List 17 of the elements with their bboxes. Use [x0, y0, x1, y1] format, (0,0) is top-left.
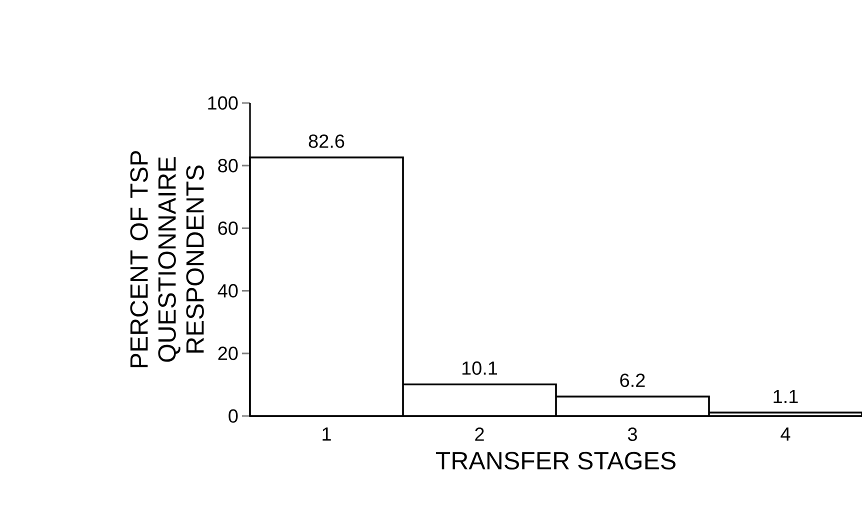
y-tick-label: 40 — [218, 284, 238, 298]
y-axis-title: PERCENT OF TSP QUESTIONNAIRE RESPONDENTS — [130, 151, 204, 368]
data-label: 10.1 — [462, 361, 498, 375]
x-tick-label: 1 — [322, 428, 331, 441]
x-tick-label: 2 — [475, 428, 484, 441]
x-tick-label: 3 — [628, 428, 637, 441]
data-label: 82.6 — [308, 134, 344, 148]
data-label: 1.1 — [774, 390, 798, 404]
y-tick-label: 60 — [218, 221, 238, 235]
bar — [249, 156, 404, 417]
x-tick-label: 4 — [780, 428, 790, 441]
x-axis-title: TRANSFER STAGES — [436, 452, 676, 470]
y-tick-label: 0 — [228, 409, 238, 423]
y-tick-label: 20 — [218, 346, 238, 360]
y-tick-label: 100 — [208, 96, 238, 110]
data-label: 6.2 — [620, 374, 645, 388]
y-tick-label: 80 — [218, 158, 238, 172]
